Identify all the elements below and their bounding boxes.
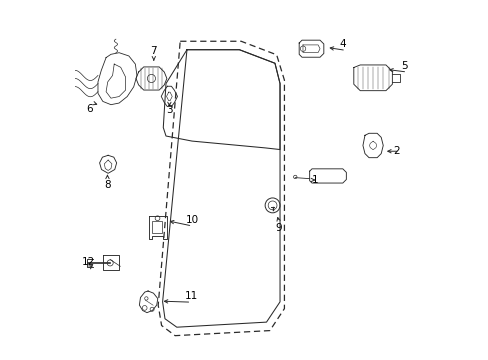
Text: 5: 5 (400, 61, 407, 71)
Text: 4: 4 (339, 39, 346, 49)
Text: 10: 10 (186, 215, 199, 225)
Text: 12: 12 (82, 257, 95, 267)
Text: 6: 6 (86, 104, 93, 114)
Text: 8: 8 (104, 180, 111, 190)
Text: 1: 1 (311, 175, 318, 185)
Text: 9: 9 (275, 224, 282, 233)
Text: 7: 7 (150, 46, 157, 56)
Bar (152, 221, 161, 233)
Text: 11: 11 (185, 291, 198, 301)
Text: 3: 3 (166, 105, 172, 115)
Text: 2: 2 (392, 146, 399, 156)
